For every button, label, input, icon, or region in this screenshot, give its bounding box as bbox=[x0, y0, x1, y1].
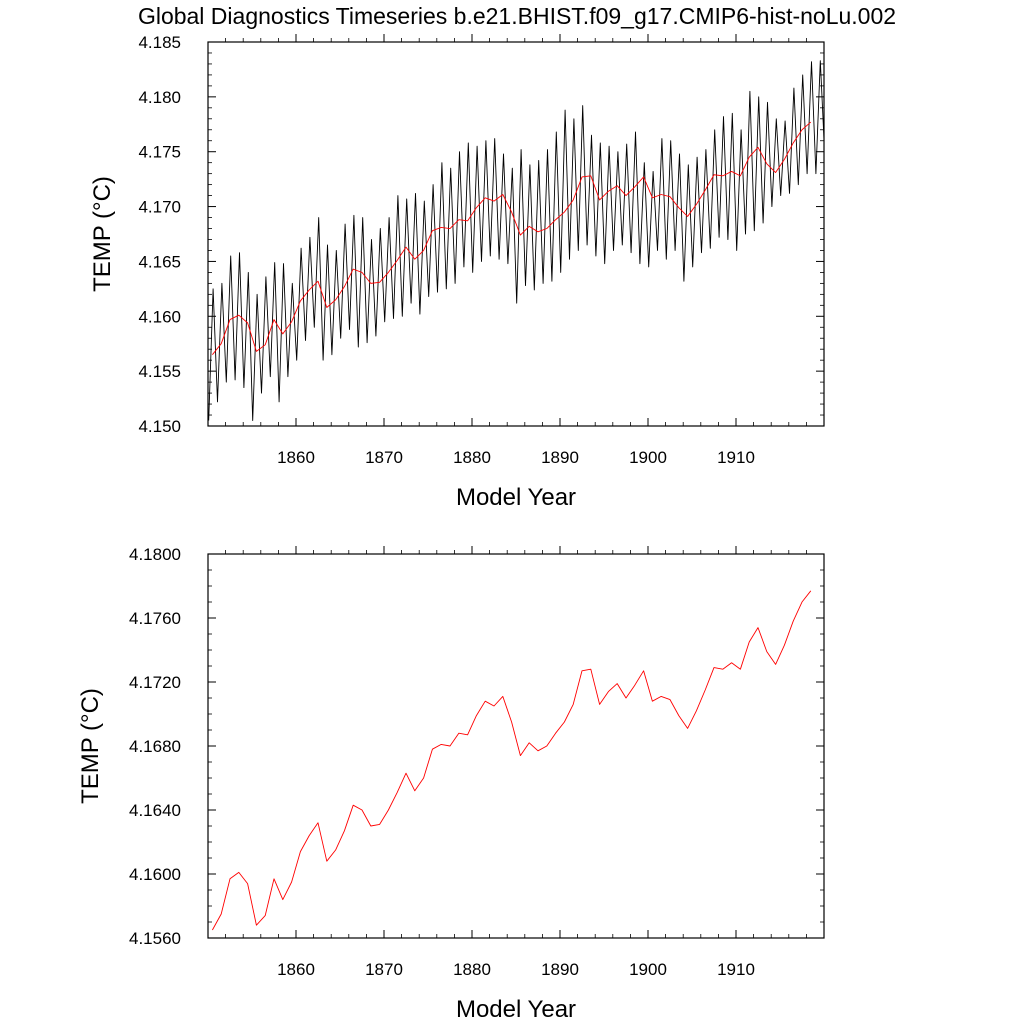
bottom-axes-layer: 1860 1870 1880 1890 1900 1910 4.1560 4.1600 4.16… bbox=[129, 545, 824, 979]
top-y-tick-label: 4.165 bbox=[138, 252, 181, 271]
top-plot-frame bbox=[207, 41, 825, 427]
top-series-layer bbox=[208, 60, 825, 421]
top-y-tick-label: 4.160 bbox=[138, 307, 181, 326]
bottom-x-tick-label: 1910 bbox=[717, 960, 755, 979]
top-axes-layer: 1860 1870 1880 1890 1900 1910 4.150 4.155 4.160 4… bbox=[138, 33, 824, 467]
bottom-x-tick-label: 1890 bbox=[541, 960, 579, 979]
bottom-panel: 1860 1870 1880 1890 1900 1910 4.1560 4.1600 4.16… bbox=[77, 545, 825, 1023]
top-x-tick-label: 1910 bbox=[717, 448, 755, 467]
bottom-y-tick-label: 4.1600 bbox=[129, 865, 181, 884]
top-x-tick-label: 1900 bbox=[629, 448, 667, 467]
bottom-y-tick-label: 4.1680 bbox=[129, 737, 181, 756]
bottom-x-tick-label: 1860 bbox=[277, 960, 315, 979]
bottom-plot-frame bbox=[207, 553, 825, 939]
bottom-series-annual-mean-line bbox=[212, 590, 812, 931]
bottom-y-tick-label: 4.1760 bbox=[129, 609, 181, 628]
bottom-x-tick-label: 1870 bbox=[365, 960, 403, 979]
bottom-y-tick-label: 4.1720 bbox=[129, 673, 181, 692]
bottom-x-tick-label: 1880 bbox=[453, 960, 491, 979]
top-y-tick-label: 4.155 bbox=[138, 362, 181, 381]
top-panel: 1860 1870 1880 1890 1900 1910 4.150 4.155 4.160 4… bbox=[89, 33, 825, 511]
bottom-y-axis-title: TEMP (°C) bbox=[77, 688, 104, 804]
bottom-x-axis-title: Model Year bbox=[456, 996, 576, 1023]
bottom-x-tick-label: 1900 bbox=[629, 960, 667, 979]
bottom-y-tick-label: 4.1800 bbox=[129, 545, 181, 564]
top-y-tick-label: 4.170 bbox=[138, 198, 181, 217]
top-x-tick-label: 1880 bbox=[453, 448, 491, 467]
figure-title: Global Diagnostics Timeseries b.e21.BHIS… bbox=[138, 3, 896, 29]
bottom-y-tick-label: 4.1640 bbox=[129, 801, 181, 820]
top-y-tick-label: 4.175 bbox=[138, 143, 181, 162]
top-y-axis-title: TEMP (°C) bbox=[89, 176, 116, 292]
top-series-annual-mean-line bbox=[212, 121, 812, 355]
top-x-axis-title: Model Year bbox=[456, 484, 576, 511]
top-y-tick-label: 4.185 bbox=[138, 33, 181, 52]
top-y-tick-label: 4.150 bbox=[138, 417, 181, 436]
top-y-tick-label: 4.180 bbox=[138, 88, 181, 107]
top-x-tick-label: 1860 bbox=[277, 448, 315, 467]
bottom-series-layer bbox=[212, 590, 812, 931]
top-x-tick-label: 1870 bbox=[365, 448, 403, 467]
top-series-monthly-line bbox=[208, 60, 825, 421]
bottom-y-tick-label: 4.1560 bbox=[129, 929, 181, 948]
top-x-tick-label: 1890 bbox=[541, 448, 579, 467]
